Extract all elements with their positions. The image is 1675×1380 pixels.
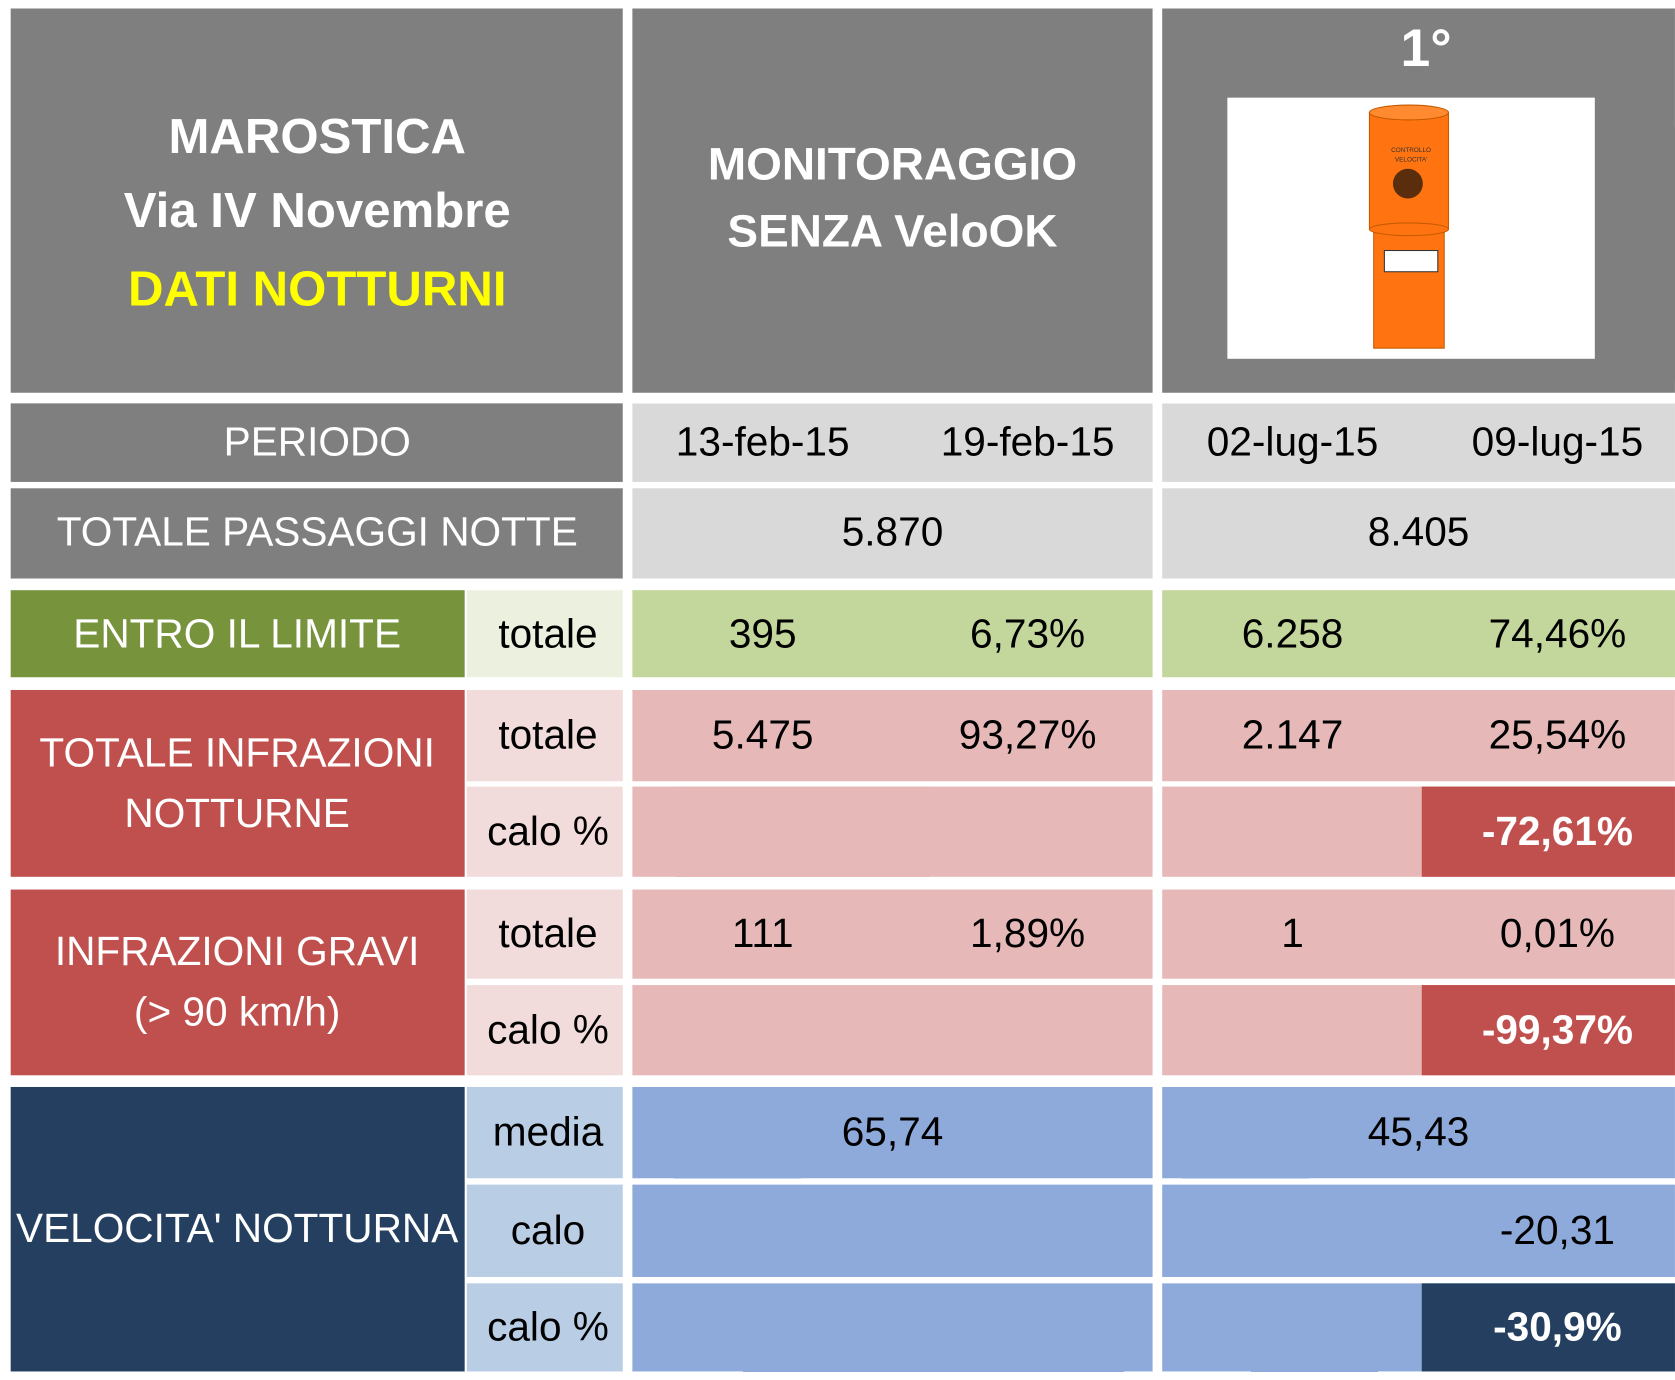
subtitle: DATI NOTTURNI [0,257,638,321]
sub-label: calo [228,1199,869,1263]
cell-text: -72,61% [1237,800,1675,864]
row-label: TOTALE PASSAGGI NOTTE [0,501,638,565]
table-page: MAROSTICAVia IV NovembreDATI NOTTURNIMON… [0,0,1675,1380]
column-title: 1° [1106,16,1675,80]
cell-text: -20,31 [1237,1199,1675,1263]
sub-label: calo % [228,800,869,864]
cell-text: 8.405 [1098,501,1675,565]
cell-text: 09-lug-15 [1237,411,1675,475]
sub-label: calo % [228,998,869,1062]
cell-text: 45,43 [1098,1101,1675,1165]
sub-label: calo % [228,1296,869,1360]
column-title: SENZA VeloOK [572,200,1213,264]
cell-text: 25,54% [1237,704,1675,768]
cell-text: -99,37% [1237,998,1675,1062]
cell-text: 0,01% [1237,902,1675,966]
device-label: VELOCITA' [1091,128,1675,192]
title: MAROSTICA [0,104,638,168]
cell-text: -30,9% [1237,1296,1675,1360]
cell-text: 74,46% [1237,603,1675,667]
title: Via IV Novembre [0,178,638,242]
